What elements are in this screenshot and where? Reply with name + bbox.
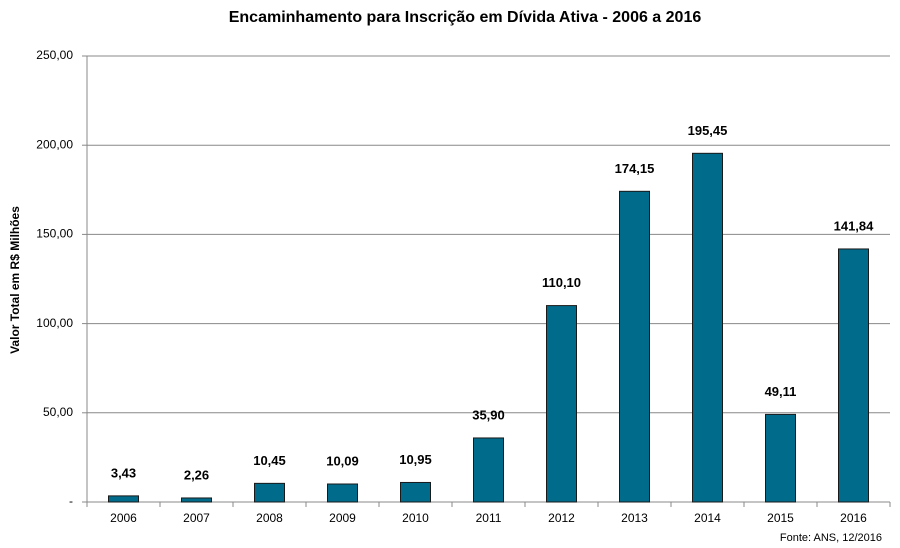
value-label: 10,09 xyxy=(326,453,359,468)
y-tick-label: 50,00 xyxy=(43,405,73,419)
value-label: 2,26 xyxy=(184,467,209,482)
value-label: 49,11 xyxy=(765,384,797,399)
x-tick-label: 2013 xyxy=(621,511,648,525)
bar xyxy=(619,190,650,503)
y-axis-label: Valor Total em R$ Milhões xyxy=(8,206,22,354)
bar xyxy=(181,497,212,503)
y-tick-label: 150,00 xyxy=(36,227,73,241)
x-tick-label: 2007 xyxy=(183,511,210,525)
value-label: 35,90 xyxy=(472,407,505,422)
y-tick-label: 250,00 xyxy=(36,48,73,62)
value-label: 3,43 xyxy=(111,465,136,480)
bar xyxy=(327,483,358,503)
bar xyxy=(108,495,139,503)
y-tick-label: 100,00 xyxy=(36,316,73,330)
value-label: 10,95 xyxy=(399,452,432,467)
x-tick-label: 2015 xyxy=(767,511,794,525)
x-tick-label: 2011 xyxy=(476,511,502,525)
x-tick-label: 2010 xyxy=(402,511,429,525)
source-note: Fonte: ANS, 12/2016 xyxy=(780,532,882,544)
bar xyxy=(473,437,504,503)
value-label: 195,45 xyxy=(688,123,728,138)
bar xyxy=(765,413,796,503)
value-label: 141,84 xyxy=(834,218,875,233)
x-tick-label: 2009 xyxy=(329,511,356,525)
y-tick-label: 200,00 xyxy=(36,137,73,151)
chart-title: Encaminhamento para Inscrição em Dívida … xyxy=(229,9,702,26)
x-tick-label: 2012 xyxy=(548,511,575,525)
value-label: 110,10 xyxy=(542,275,581,290)
bar xyxy=(692,152,723,503)
y-tick-label: - xyxy=(69,494,73,508)
bar xyxy=(400,481,431,503)
x-tick-label: 2016 xyxy=(840,511,867,525)
value-label: 10,45 xyxy=(253,453,286,468)
bar xyxy=(546,305,577,503)
bar xyxy=(254,482,285,503)
x-tick-label: 2008 xyxy=(256,511,283,525)
value-label: 174,15 xyxy=(615,161,655,176)
x-tick-label: 2006 xyxy=(110,511,137,525)
x-tick-label: 2014 xyxy=(694,511,721,525)
bar xyxy=(838,248,869,503)
